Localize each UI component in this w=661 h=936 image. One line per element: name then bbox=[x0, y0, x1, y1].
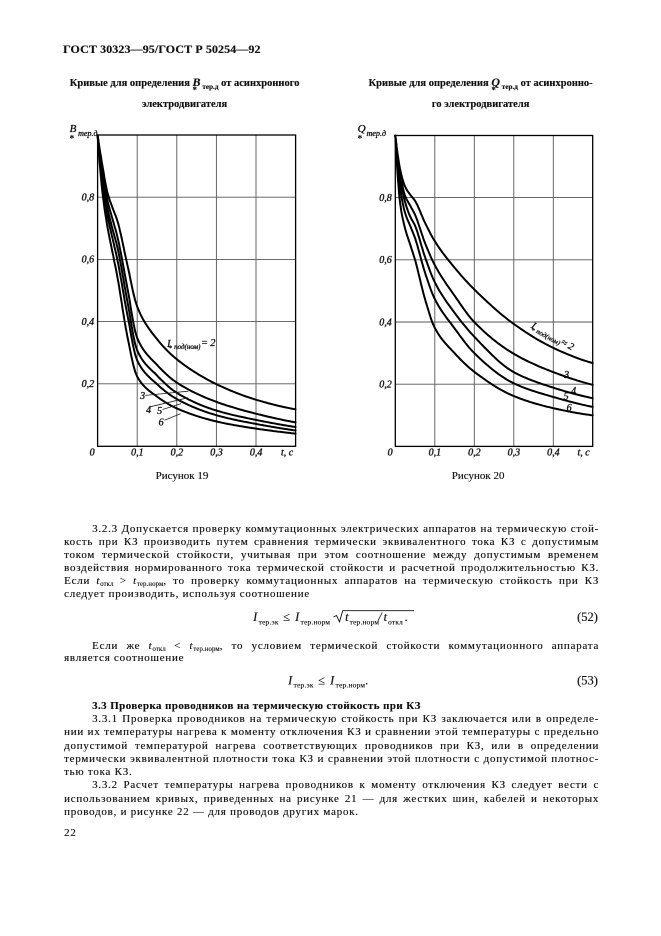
svg-text:0,2: 0,2 bbox=[82, 379, 95, 390]
svg-text:под(ном): под(ном) bbox=[174, 343, 201, 351]
svg-text:0,3: 0,3 bbox=[210, 448, 223, 459]
svg-text:4: 4 bbox=[146, 405, 151, 416]
svg-text:5: 5 bbox=[157, 406, 162, 417]
svg-text:= 2: = 2 bbox=[201, 338, 215, 349]
svg-text:3: 3 bbox=[139, 391, 145, 402]
svg-text:I: I bbox=[329, 674, 335, 688]
svg-text:0,6: 0,6 bbox=[379, 255, 392, 266]
svg-text:0,4: 0,4 bbox=[547, 448, 560, 459]
svg-text:≤: ≤ bbox=[318, 674, 325, 688]
svg-text:3: 3 bbox=[563, 370, 569, 381]
svg-text:*: * bbox=[70, 134, 75, 144]
svg-text:0,1: 0,1 bbox=[429, 448, 442, 459]
svg-text:0,2: 0,2 bbox=[468, 448, 481, 459]
svg-text:0: 0 bbox=[388, 448, 393, 459]
svg-text:тер.норм: тер.норм bbox=[301, 617, 331, 626]
svg-text:Рисунок 20: Рисунок 20 bbox=[452, 470, 505, 482]
svg-text:(52): (52) bbox=[577, 610, 598, 624]
svg-text:6: 6 bbox=[567, 403, 572, 414]
svg-text:тер.д: тер.д bbox=[78, 129, 97, 138]
svg-text:B: B bbox=[70, 123, 77, 135]
svg-text:I: I bbox=[294, 610, 300, 624]
svg-text:0,2: 0,2 bbox=[379, 380, 392, 391]
svg-text:Q: Q bbox=[358, 123, 366, 135]
svg-text:0,4: 0,4 bbox=[379, 317, 392, 328]
svg-text:t, c: t, c bbox=[577, 448, 590, 459]
svg-text:I: I bbox=[252, 610, 258, 624]
svg-text:0,2: 0,2 bbox=[171, 448, 184, 459]
svg-text:/: / bbox=[377, 610, 383, 624]
svg-text:I: I bbox=[528, 320, 538, 332]
svg-text:*: * bbox=[169, 345, 173, 353]
svg-text:t: t bbox=[345, 610, 349, 624]
svg-text:тер.норм: тер.норм bbox=[336, 681, 366, 690]
svg-text:t: t bbox=[384, 610, 388, 624]
svg-text:*: * bbox=[358, 134, 363, 144]
svg-text:0,1: 0,1 bbox=[131, 448, 144, 459]
svg-text:0,4: 0,4 bbox=[250, 448, 263, 459]
svg-text:I: I bbox=[287, 674, 293, 688]
svg-text:0,3: 0,3 bbox=[508, 448, 521, 459]
svg-text:t, c: t, c bbox=[281, 448, 294, 459]
svg-text:*: * bbox=[529, 326, 536, 335]
svg-text:6: 6 bbox=[159, 418, 164, 429]
svg-text:0,6: 0,6 bbox=[82, 255, 95, 266]
svg-text:тер.эк: тер.эк bbox=[259, 617, 279, 626]
svg-text:0: 0 bbox=[90, 448, 95, 459]
svg-text:тер.норм: тер.норм bbox=[350, 617, 380, 626]
svg-text:0,4: 0,4 bbox=[82, 317, 95, 328]
svg-text:4: 4 bbox=[571, 386, 576, 397]
svg-text:5: 5 bbox=[564, 392, 569, 403]
svg-text:(53): (53) bbox=[577, 674, 598, 688]
svg-text:I: I bbox=[166, 339, 171, 350]
svg-text:тер.эк: тер.эк bbox=[294, 681, 314, 690]
svg-text:.: . bbox=[405, 610, 408, 624]
svg-text:≤: ≤ bbox=[283, 610, 290, 624]
svg-text:0,8: 0,8 bbox=[82, 193, 95, 204]
svg-text:0,8: 0,8 bbox=[379, 193, 392, 204]
svg-text:Рисунок 19: Рисунок 19 bbox=[156, 470, 209, 482]
svg-text:тер.д: тер.д bbox=[367, 129, 386, 138]
svg-text:.: . bbox=[365, 674, 368, 688]
svg-text:откл: откл bbox=[388, 617, 403, 626]
